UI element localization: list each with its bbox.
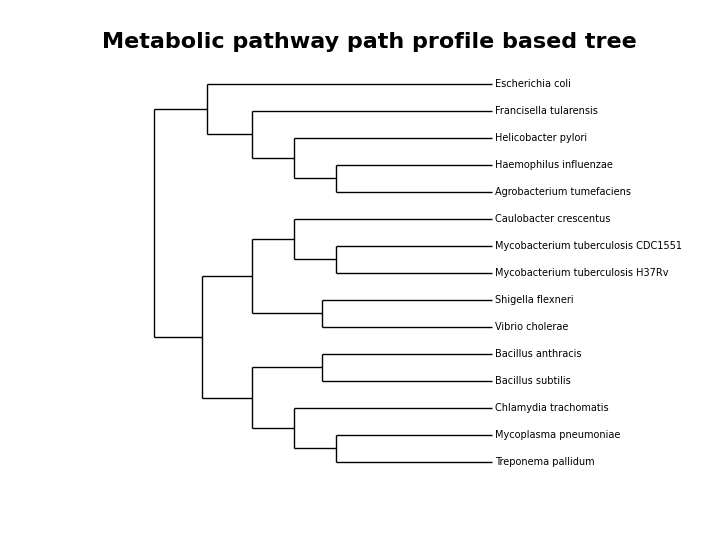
Text: Mycobacterium tuberculosis H37Rv: Mycobacterium tuberculosis H37Rv (495, 268, 668, 278)
Text: Bacillus anthracis: Bacillus anthracis (495, 349, 581, 359)
Text: Treponema pallidum: Treponema pallidum (495, 457, 594, 467)
Text: Caulobacter crescentus: Caulobacter crescentus (495, 214, 610, 224)
Text: Bacillus subtilis: Bacillus subtilis (495, 376, 570, 386)
Title: Metabolic pathway path profile based tree: Metabolic pathway path profile based tre… (102, 32, 636, 52)
Text: Mycoplasma pneumoniae: Mycoplasma pneumoniae (495, 430, 620, 440)
Text: Agrobacterium tumefaciens: Agrobacterium tumefaciens (495, 187, 631, 197)
Text: Chlamydia trachomatis: Chlamydia trachomatis (495, 403, 608, 413)
Text: Mycobacterium tuberculosis CDC1551: Mycobacterium tuberculosis CDC1551 (495, 241, 682, 251)
Text: Helicobacter pylori: Helicobacter pylori (495, 133, 587, 143)
Text: Haemophilus influenzae: Haemophilus influenzae (495, 160, 613, 170)
Text: Shigella flexneri: Shigella flexneri (495, 295, 573, 305)
Text: Francisella tularensis: Francisella tularensis (495, 106, 598, 116)
Text: Escherichia coli: Escherichia coli (495, 79, 570, 89)
Text: Vibrio cholerae: Vibrio cholerae (495, 322, 568, 332)
